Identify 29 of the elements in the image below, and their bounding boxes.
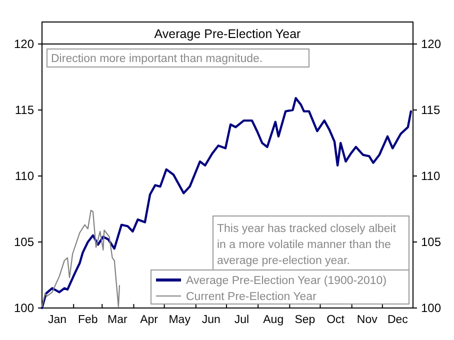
x-tick-label: Apr: [140, 314, 158, 326]
line-series: [41, 210, 120, 308]
x-tick-label: Feb: [78, 314, 98, 326]
y2-tick-label: 110: [421, 169, 440, 183]
chart-title: Average Pre-Election Year: [154, 27, 301, 41]
y-tick-label: 100: [14, 301, 34, 315]
x-tick-label: Dec: [387, 314, 408, 326]
x-tick-label: Jun: [202, 314, 220, 326]
legend-label: Current Pre-Election Year: [186, 291, 317, 303]
y2-tick-label: 115: [421, 103, 440, 117]
legend-label: Average Pre-Election Year (1900-2010): [186, 275, 387, 287]
y-tick-label: 115: [14, 103, 34, 117]
y-tick-label: 110: [14, 169, 34, 183]
x-tick-label: Jul: [234, 314, 250, 326]
y2-tick-label: 105: [421, 235, 442, 249]
x-tick-label: Mar: [108, 314, 128, 326]
x-tick-label: Sep: [294, 314, 316, 326]
y-tick-label: 120: [14, 37, 34, 51]
x-tick-label: Nov: [356, 314, 378, 326]
annotation: This year has tracked closely albeit in a more volatile manner than the average pre-election year.: [217, 223, 397, 267]
line-series: [40, 97, 412, 310]
y2-tick-label: 120: [421, 37, 442, 51]
x-tick-label: May: [168, 314, 191, 326]
x-tick-label: Jan: [48, 314, 67, 326]
y-tick-label: 105: [14, 235, 34, 249]
y2-tick-label: 100: [421, 301, 442, 315]
annotation: Direction more important than magnitude.: [51, 53, 263, 65]
x-tick-label: Oct: [326, 314, 346, 326]
x-tick-label: Aug: [263, 314, 284, 326]
